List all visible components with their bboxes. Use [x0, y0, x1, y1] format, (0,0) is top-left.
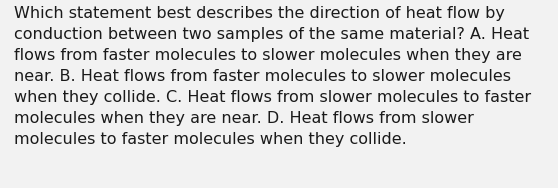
Text: Which statement best describes the direction of heat flow by
conduction between : Which statement best describes the direc…	[14, 6, 531, 147]
